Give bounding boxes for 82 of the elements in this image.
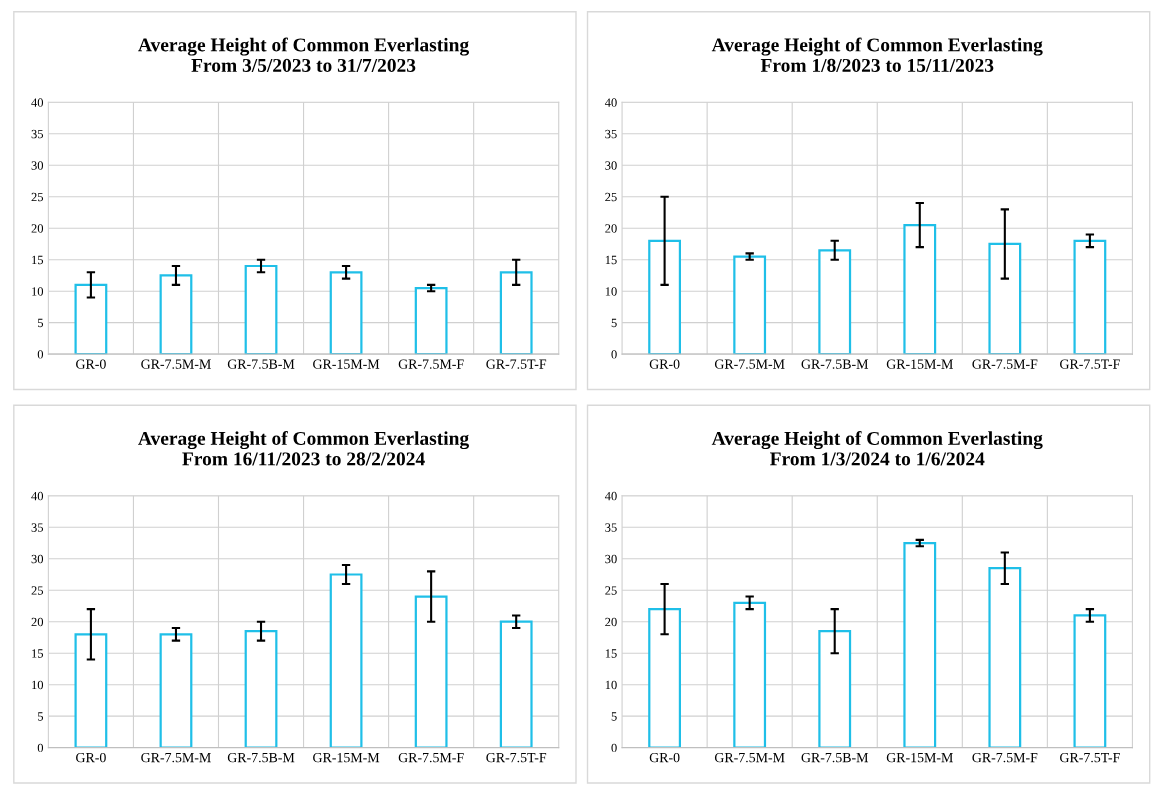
bar (1073, 614, 1107, 748)
y-tick-label: 25 (31, 586, 44, 595)
x-tick-label: GR-15M-M (886, 752, 953, 763)
y-tick-label: 35 (31, 523, 44, 532)
y-tick-label: 30 (605, 161, 617, 170)
y-tick-label: 25 (31, 192, 44, 202)
bar (159, 633, 193, 748)
x-tick-label: GR-7.5M-F (972, 359, 1038, 369)
y-tick-label: 10 (605, 680, 617, 690)
x-tick-label: GR-7.5T-F (486, 359, 547, 369)
y-tick-label: 40 (604, 491, 617, 501)
y-tick-label: 30 (605, 554, 617, 564)
y-tick-label: 5 (38, 712, 44, 721)
y-tick-label: 35 (31, 129, 44, 139)
x-tick-label: GR-0 (649, 752, 680, 763)
y-tick-label: 5 (611, 712, 617, 721)
chart-title: Average Height of Common Everlasting From 16/11/2023 to 28/2/2024 (138, 431, 469, 466)
bar (329, 271, 363, 355)
y-tick-label: 15 (32, 255, 44, 265)
y-tick-label: 10 (32, 680, 44, 690)
x-tick-label: GR-7.5M-F (972, 752, 1038, 763)
x-tick-label: GR-7.5M-F (398, 752, 464, 763)
y-tick-label: 5 (38, 318, 44, 328)
x-tick-label: GR-7.5B-M (227, 359, 295, 369)
bar (988, 567, 1022, 748)
x-tick-label: GR-7.5T-F (1060, 752, 1120, 763)
x-tick-label: GR-7.5M-M (141, 752, 211, 763)
x-tick-label: GR-7.5B-M (227, 752, 295, 763)
y-tick-label: 20 (31, 224, 44, 233)
x-tick-label: GR-7.5M-F (398, 359, 464, 369)
y-tick-label: 30 (31, 554, 44, 564)
y-tick-label: 40 (31, 98, 44, 107)
x-tick-label: GR-15M-M (313, 359, 380, 369)
bar (159, 274, 193, 355)
x-tick-label: GR-15M-M (313, 752, 380, 763)
y-tick-label: 0 (611, 743, 617, 753)
bar (499, 271, 533, 355)
bar (414, 595, 448, 748)
y-tick-label: 15 (32, 649, 44, 658)
y-tick-label: 40 (31, 491, 44, 501)
bar (414, 286, 448, 355)
x-tick-label: GR-7.5M-M (714, 359, 785, 369)
y-tick-label: 35 (605, 129, 617, 139)
x-tick-label: GR-15M-M (886, 359, 953, 369)
bar (903, 541, 937, 748)
bar (74, 283, 108, 355)
x-tick-label: GR-7.5T-F (1060, 359, 1120, 369)
y-tick-label: 10 (32, 287, 44, 296)
y-tick-label: 20 (31, 617, 44, 627)
bar (499, 620, 533, 748)
bar (648, 608, 682, 748)
x-tick-label: GR-7.5B-M (801, 359, 869, 369)
bar (244, 264, 278, 355)
bar (733, 601, 767, 748)
y-tick-label: 0 (611, 350, 617, 359)
y-tick-label: 25 (605, 192, 617, 202)
y-tick-label: 35 (605, 523, 617, 532)
y-tick-label: 0 (37, 350, 44, 359)
y-tick-label: 5 (611, 318, 617, 328)
y-tick-label: 20 (605, 617, 617, 627)
y-tick-label: 25 (605, 586, 617, 595)
x-tick-label: GR-0 (649, 359, 680, 369)
x-tick-label: GR-7.5T-F (486, 752, 547, 763)
bar (818, 630, 852, 748)
bar (74, 633, 108, 748)
chart-title: Average Height of Common Everlasting From 1/8/2023 to 15/11/2023 (711, 37, 1043, 72)
x-tick-label: GR-7.5M-M (714, 752, 785, 763)
x-tick-label: GR-7.5B-M (801, 752, 869, 763)
x-tick-label: GR-0 (76, 359, 106, 369)
y-tick-label: 30 (31, 161, 44, 170)
x-tick-label: GR-0 (76, 752, 106, 763)
y-tick-label: 0 (37, 743, 44, 753)
x-tick-label: GR-7.5M-M (141, 359, 211, 369)
bar (244, 630, 278, 748)
chart-title: Average Height of Common Everlasting From 3/5/2023 to 31/7/2023 (138, 37, 469, 72)
y-tick-label: 40 (604, 98, 617, 107)
y-tick-label: 20 (605, 224, 617, 233)
y-tick-label: 15 (605, 649, 617, 658)
chart-title: Average Height of Common Everlasting From 1/3/2024 to 1/6/2024 (711, 431, 1043, 466)
y-tick-label: 15 (605, 255, 617, 265)
y-tick-label: 10 (605, 287, 617, 296)
bar (329, 573, 363, 748)
